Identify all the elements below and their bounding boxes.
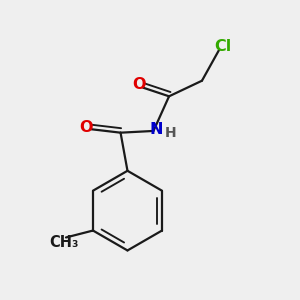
Text: N: N (149, 122, 163, 137)
Text: O: O (132, 77, 146, 92)
Text: H: H (164, 126, 176, 140)
Text: CH₃: CH₃ (50, 235, 79, 250)
Text: O: O (79, 120, 93, 135)
Text: Cl: Cl (214, 39, 231, 54)
